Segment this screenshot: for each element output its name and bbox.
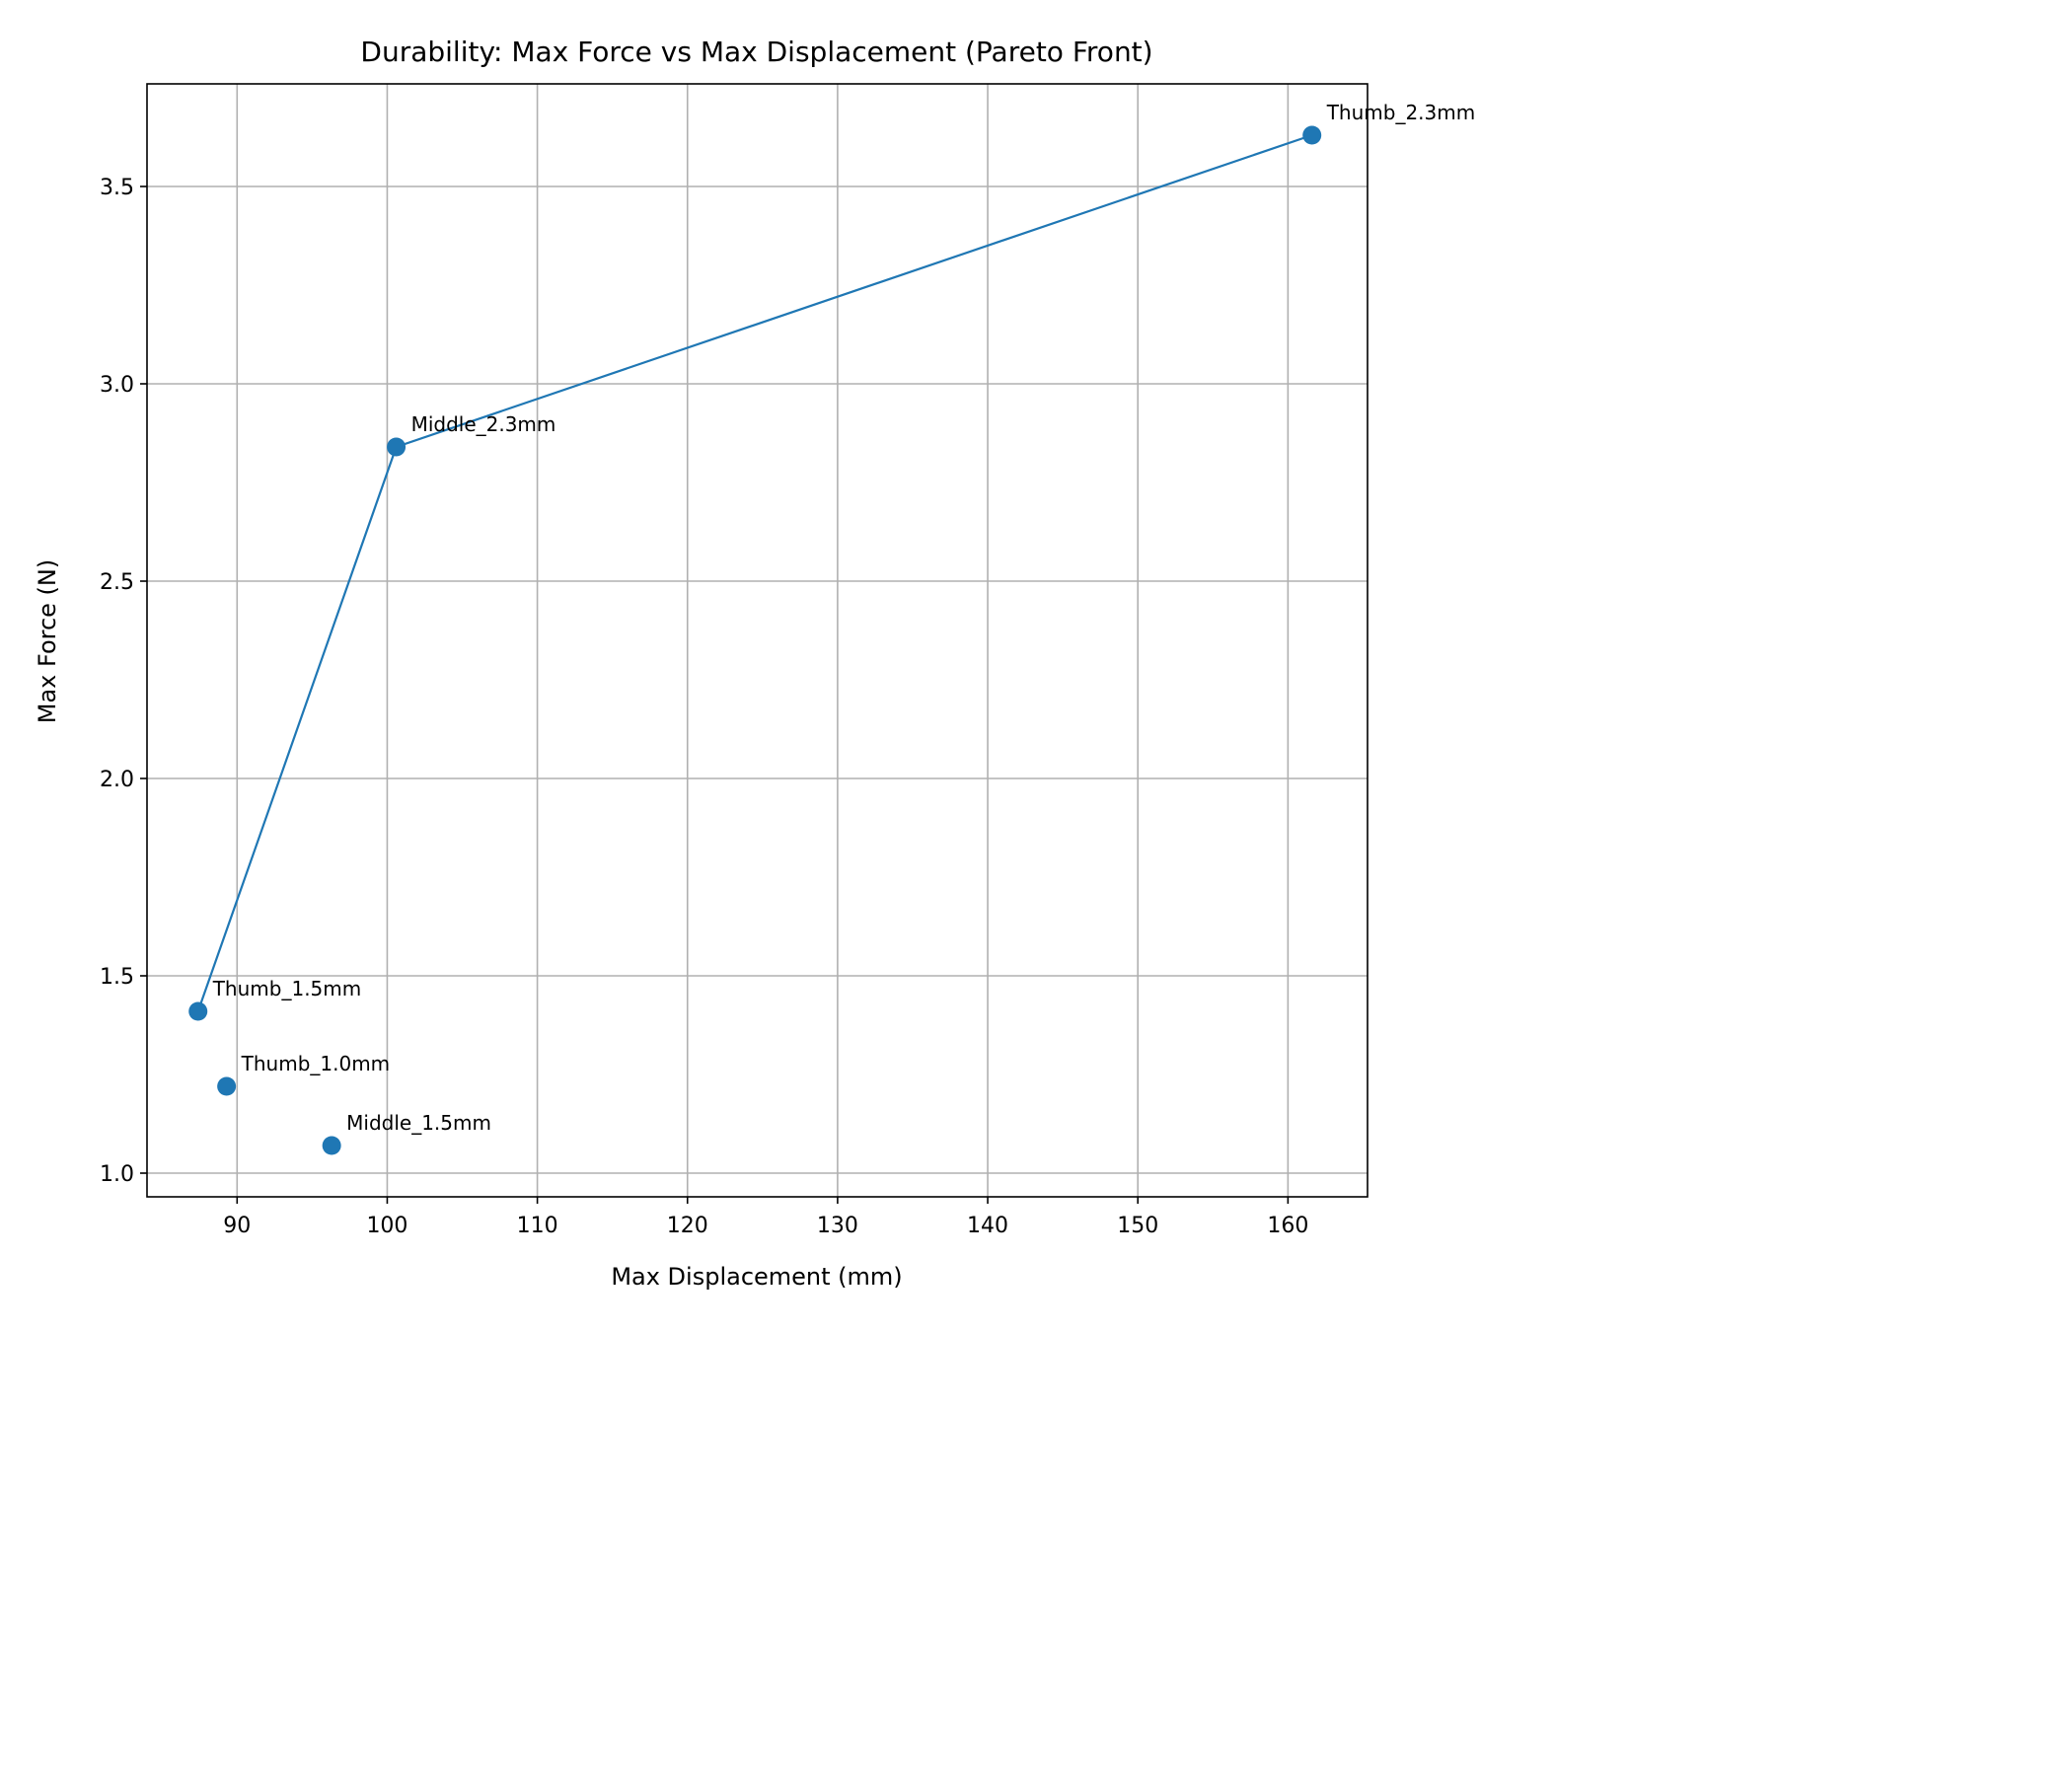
- data-point: [217, 1076, 237, 1096]
- y-tick-label: 3.0: [100, 373, 134, 398]
- x-tick-label: 110: [517, 1214, 558, 1238]
- chart-title: Durability: Max Force vs Max Displacemen…: [360, 36, 1152, 68]
- data-points: [188, 125, 1322, 1155]
- point-label: Thumb_1.5mm: [212, 977, 362, 1000]
- chart-svg: Thumb_1.5mm Thumb_1.0mm Middle_1.5mm Middle…: [0, 0, 1547, 1322]
- data-point: [322, 1136, 341, 1155]
- figure-background: [0, 0, 1547, 1322]
- point-label: Middle_1.5mm: [346, 1111, 491, 1135]
- x-tick-label: 120: [667, 1214, 708, 1238]
- x-tick-label: 140: [967, 1214, 1008, 1238]
- data-point: [387, 437, 407, 457]
- x-tick-label: 100: [366, 1214, 407, 1238]
- x-tick-label: 130: [817, 1214, 858, 1238]
- chart: Thumb_1.5mm Thumb_1.0mm Middle_1.5mm Middle…: [0, 0, 1547, 1322]
- x-tick-label: 160: [1267, 1214, 1308, 1238]
- y-tick-label: 1.5: [100, 965, 134, 990]
- data-point: [1302, 125, 1322, 145]
- x-axis-label: Max Displacement (mm): [611, 1263, 902, 1291]
- y-tick-label: 2.5: [100, 570, 134, 595]
- y-axis-ticks: 1.0 1.5 2.0 2.5 3.0 3.5: [100, 176, 147, 1187]
- x-tick-label: 90: [223, 1214, 251, 1238]
- plot-frame: [146, 83, 1369, 1198]
- data-point: [188, 1001, 208, 1021]
- point-labels: Thumb_1.5mm Thumb_1.0mm Middle_1.5mm Middle…: [212, 101, 1476, 1135]
- point-label: Thumb_1.0mm: [241, 1052, 391, 1075]
- y-axis-label: Max Force (N): [34, 559, 61, 724]
- x-tick-label: 150: [1117, 1214, 1158, 1238]
- y-tick-label: 3.5: [100, 176, 134, 200]
- point-label: Middle_2.3mm: [411, 412, 556, 436]
- point-label: Thumb_2.3mm: [1326, 101, 1476, 124]
- y-tick-label: 1.0: [100, 1162, 134, 1187]
- y-tick-label: 2.0: [100, 768, 134, 792]
- x-axis-ticks: 90 100 110 120 130 140 150 160: [223, 1197, 1308, 1238]
